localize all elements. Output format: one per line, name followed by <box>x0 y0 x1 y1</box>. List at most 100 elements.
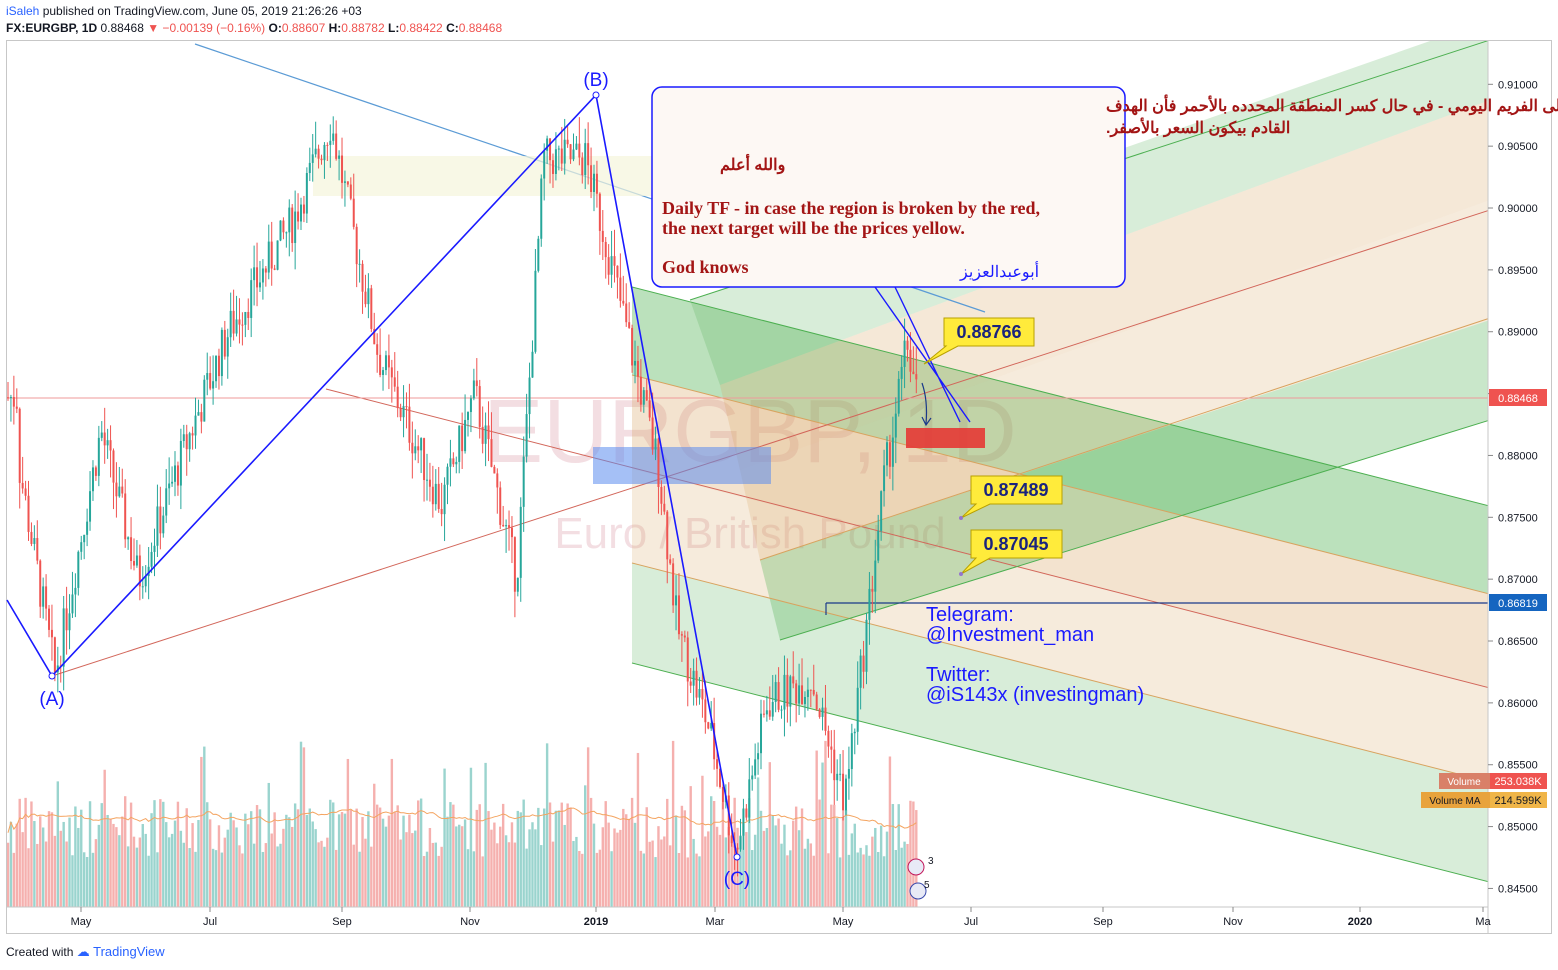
volume-bar <box>903 841 906 907</box>
volume-bar <box>109 819 112 907</box>
volume-bar <box>364 838 367 907</box>
candle-body <box>868 588 871 620</box>
volume-bar <box>147 855 150 907</box>
candle-body <box>121 486 124 494</box>
volume-bar <box>393 811 396 907</box>
volume-bar <box>33 821 36 907</box>
candle-body <box>9 397 12 399</box>
telegram-handle: @Investment_man <box>926 624 1094 646</box>
candle-body <box>53 637 56 673</box>
candle-body <box>666 511 669 560</box>
volume-bar <box>838 857 842 907</box>
wave-point-c[interactable] <box>733 853 741 861</box>
candle-body <box>411 442 414 454</box>
publish-text: published on TradingView.com, June 05, 2… <box>42 4 362 18</box>
candle-body <box>399 408 402 418</box>
price-tick-label: 0.91000 <box>1498 79 1538 91</box>
volume-bar <box>551 841 555 907</box>
candle-body <box>748 779 751 818</box>
target-label-1[interactable]: 0.88766 <box>923 317 1035 365</box>
volume-bar <box>627 818 631 907</box>
candle-body <box>305 173 308 214</box>
candle-body <box>68 613 71 631</box>
callout-box[interactable] <box>651 86 1126 288</box>
volume-bar <box>584 785 587 907</box>
candle-body <box>903 340 906 367</box>
target-label-2[interactable]: 0.87489 <box>959 475 1063 520</box>
event-badge-eu[interactable]: 5 <box>909 880 930 900</box>
volume-bar <box>458 824 461 907</box>
time-tick-label: Jul <box>964 916 978 928</box>
candle-body <box>654 438 657 450</box>
pitchfork-desc-mid-band-2 <box>632 469 1488 782</box>
time-axis[interactable]: May Jul Sep Nov 2019 Mar May Jul Sep Nov 2020 Ma <box>71 907 1492 928</box>
candle-body <box>575 143 578 150</box>
volume-bar <box>625 814 628 907</box>
candle-body <box>639 376 642 405</box>
candle-body <box>297 211 300 222</box>
volume-bar <box>437 855 440 907</box>
candle-body <box>546 138 549 151</box>
volume-bar <box>100 803 103 907</box>
volume-bar <box>648 841 651 907</box>
volume-bar <box>320 840 323 907</box>
event-badge-uk[interactable]: 3 <box>907 856 934 876</box>
candle-body <box>364 291 367 305</box>
twitter-handle: @iS143x (investingman) <box>926 684 1144 706</box>
candle-body <box>461 425 464 452</box>
candle-body <box>188 433 191 450</box>
pitchfork-line <box>631 562 1488 783</box>
red-region[interactable] <box>906 428 985 448</box>
candle-body <box>168 483 171 489</box>
candle-body <box>707 722 710 729</box>
candle-body <box>132 561 135 566</box>
volume-bar <box>375 804 379 907</box>
volume-bar <box>30 801 33 907</box>
volume-bar <box>91 852 95 907</box>
price-tick-label: 0.85000 <box>1498 822 1538 834</box>
candle-body <box>587 143 590 166</box>
candle-body <box>874 560 877 592</box>
candle-body <box>502 524 505 527</box>
volume-bar <box>267 782 270 907</box>
volume-bar <box>727 827 730 907</box>
wave-abc-line <box>6 93 738 858</box>
volume-bar <box>378 807 382 907</box>
author-link[interactable]: iSaleh <box>6 4 40 18</box>
volume-bar <box>850 833 854 907</box>
price-axis[interactable]: 0.910000.905000.900000.895000.890000.885… <box>1488 79 1538 895</box>
volume-bar <box>613 828 616 907</box>
volume-bar <box>469 767 473 907</box>
candle-body <box>390 367 393 378</box>
candle-body <box>109 440 112 451</box>
volume-bar <box>683 810 687 907</box>
wave-point-a[interactable] <box>48 672 56 680</box>
candle-body <box>569 144 572 160</box>
candle-body <box>97 437 100 476</box>
volume-bar <box>308 808 311 907</box>
volume-bar <box>15 823 18 907</box>
candle-body <box>270 241 273 269</box>
wave-label-b: (B) <box>583 70 608 91</box>
candle-body <box>762 713 765 715</box>
chart-frame[interactable] <box>6 40 1552 934</box>
candle-body <box>815 694 818 710</box>
volume-bar <box>349 809 353 907</box>
candle-body <box>551 160 554 174</box>
volume-bar <box>39 816 42 907</box>
volume-bar <box>812 855 815 907</box>
candle-body <box>314 148 317 155</box>
volume-ma-tag-label: Volume MA <box>1429 796 1480 807</box>
volume-bar <box>36 843 39 907</box>
wave-point-b[interactable] <box>592 91 600 99</box>
volume-bar <box>229 812 232 907</box>
volume-bar <box>800 808 804 907</box>
tradingview-logo-link[interactable]: ☁ TradingView <box>76 944 165 959</box>
volume-bar <box>666 798 669 907</box>
volume-bar <box>581 853 584 907</box>
target-label-3[interactable]: 0.87045 <box>959 529 1063 576</box>
volume-bar <box>405 832 408 907</box>
candle-body <box>777 682 780 710</box>
volume-bar <box>258 809 262 907</box>
